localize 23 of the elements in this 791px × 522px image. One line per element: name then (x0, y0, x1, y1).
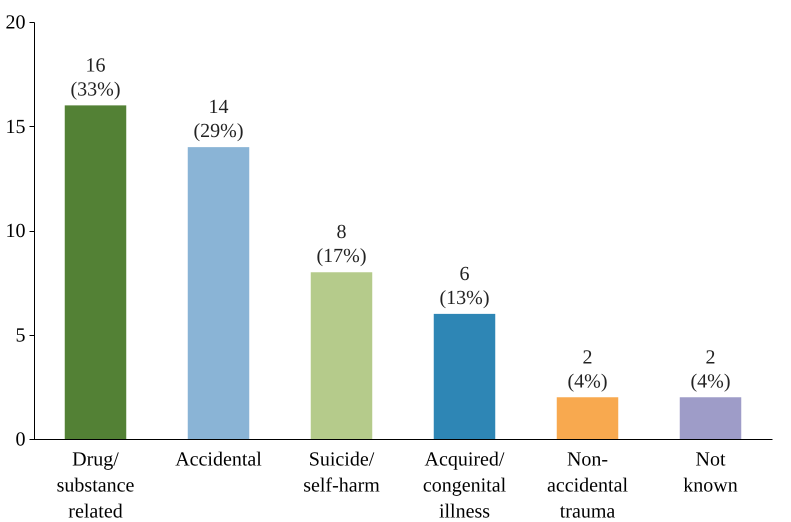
data-label: 14 (29%) (194, 96, 244, 142)
bar (188, 147, 250, 439)
x-tick-label: Suicide/ self-harm (303, 448, 380, 496)
data-label: 8 (17%) (316, 221, 366, 268)
bar (680, 397, 742, 439)
x-tick-label: Accidental (175, 448, 262, 470)
data-label: 2 (4%) (690, 346, 730, 392)
bar (310, 272, 372, 439)
data-label: 2 (4%) (568, 346, 608, 392)
bar (556, 397, 618, 439)
y-tick-label: 0 (16, 428, 26, 450)
data-label: 6 (13%) (440, 262, 490, 309)
bar (434, 314, 496, 439)
y-tick-label: 15 (6, 116, 26, 138)
x-tick-label: Non- accidental trauma (546, 448, 628, 522)
bar (64, 105, 126, 439)
data-label: 16 (33%) (70, 54, 120, 100)
x-tick-label: Drug/ substance related (56, 448, 134, 522)
y-tick-label: 20 (6, 12, 26, 34)
x-tick-label: Not known (683, 448, 738, 496)
y-tick-label: 5 (16, 324, 26, 346)
y-tick-label: 10 (6, 220, 26, 242)
x-tick-label: Acquired/ congenital illness (422, 448, 507, 522)
